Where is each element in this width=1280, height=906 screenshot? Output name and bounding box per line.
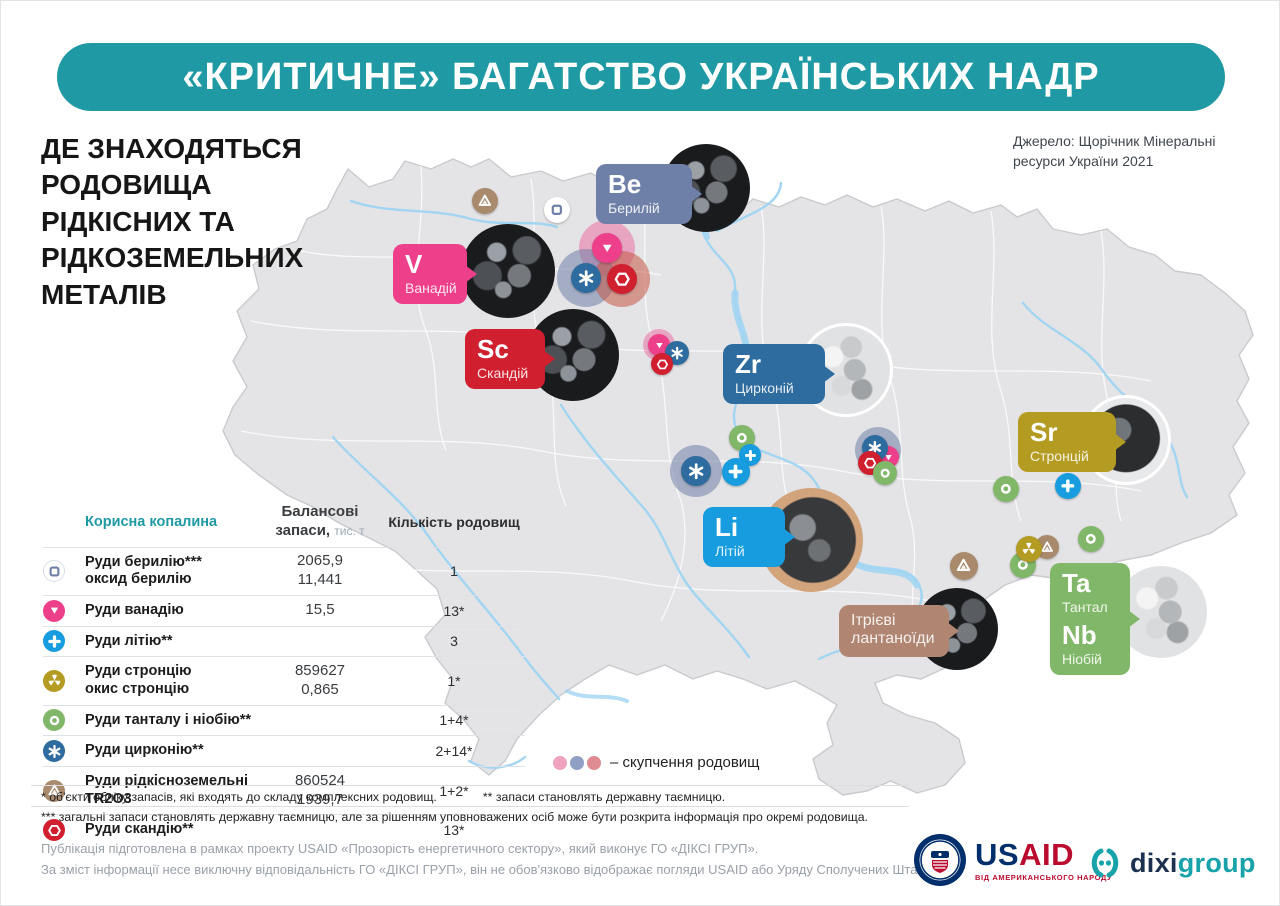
mineral-badge-be: Be Берилій [596, 164, 692, 225]
mineral-badge-lanthanoids: Ітрієві лантаноїди [839, 605, 949, 657]
element-symbol: Ta [1062, 568, 1091, 598]
tantalum-niobium-marker [993, 476, 1019, 502]
mineral-badge-zr: Zr Цирконій [723, 344, 825, 405]
scandium-marker-icon [43, 819, 65, 842]
rare-earth-marker [950, 552, 978, 580]
element-symbol: Zr [735, 349, 761, 379]
vanadium-marker [592, 233, 622, 263]
element-symbol: V [405, 249, 423, 279]
zirconium-marker [571, 263, 601, 293]
tantalum-niobium-marker [873, 461, 897, 485]
tantalum-niobium-marker-icon [43, 709, 65, 732]
mineral-badge-v: V Ванадій [393, 244, 467, 305]
strontium-marker-icon [43, 669, 65, 692]
table-row-vanadium: Руди ванадію 15,5 13* [43, 594, 525, 626]
rare-earth-marker [472, 188, 498, 214]
footnote-2: ** запаси становлять державну таємницю. [482, 790, 726, 804]
page-title: «КРИТИЧНЕ» БАГАТСТВО УКРАЇНСЬКИХ НАДР [182, 55, 1100, 98]
mineral-photo-tantalum-niobium [1112, 563, 1210, 661]
strontium-marker [1016, 536, 1042, 562]
cluster-dot-pink [553, 755, 567, 770]
element-name: Тантал [1062, 599, 1108, 615]
element-name: Ніобій [1062, 651, 1102, 668]
col-header-deposits: Кількість родовищ [388, 513, 520, 530]
element-symbol: Sr [1030, 417, 1058, 447]
subtitle: ДЕ ЗНАХОДЯТЬСЯ РОДОВИЩА РІДКІСНИХ ТА РІД… [41, 133, 304, 310]
element-symbol: Sc [477, 334, 509, 364]
title-banner: «КРИТИЧНЕ» БАГАТСТВО УКРАЇНСЬКИХ НАДР [57, 43, 1225, 111]
dixigroup-icon [1091, 848, 1119, 878]
table-row-zirconium: Руди цирконію** 2+14* [43, 735, 525, 766]
element-name: Скандій [477, 365, 529, 381]
credits-line-1: Публікація підготовлена в рамках проекту… [41, 841, 759, 856]
danube-river [467, 755, 527, 769]
zirconium-marker [665, 341, 689, 365]
usaid-seal-icon [914, 834, 966, 886]
mineral-badge-sr: Sr Стронцій [1018, 412, 1116, 473]
footnote-3: *** загальні запаси становлять державну … [41, 810, 868, 824]
beryllium-marker [544, 197, 570, 223]
element-name: Ітрієві лантаноїди [851, 612, 935, 648]
element-name: Літій [715, 543, 745, 559]
zirconium-marker [681, 456, 711, 486]
col-header-reserves: Балансові запаси, тис. т [275, 503, 365, 539]
element-symbol: Be [608, 169, 642, 199]
element-symbol: Li [715, 512, 739, 542]
usaid-wordmark: USAID ВІД АМЕРИКАНСЬКОГО НАРОДУ [975, 836, 1113, 882]
scandium-marker [651, 353, 673, 375]
table-row-lithium: Руди літію** 3 [43, 625, 525, 657]
buh-river [559, 403, 751, 659]
usaid-tagline: ВІД АМЕРИКАНСЬКОГО НАРОДУ [975, 872, 1113, 882]
element-name: Ванадій [405, 280, 457, 296]
prypiat-river [349, 199, 559, 229]
element-name: Стронцій [1030, 448, 1089, 464]
element-name: Цирконій [735, 380, 794, 396]
table-header-row: Корисна копалина Балансові запаси, тис. … [43, 503, 525, 547]
mineral-badge-li: Li Літій [703, 507, 785, 568]
credits: Публікація підготовлена в рамках проекту… [41, 839, 937, 881]
scandium-marker [607, 264, 637, 294]
element-symbol: Nb [1062, 620, 1097, 651]
mineral-badge-ta-nb: Ta Тантал Nb Ніобій [1050, 563, 1130, 676]
footnote-1: * об'єкти обліку запасів, які входять до… [41, 790, 437, 804]
dixigroup-logo: dixigroup [1087, 845, 1256, 881]
cluster-dot-slate [570, 755, 584, 770]
tantalum-niobium-marker [1078, 526, 1104, 552]
divider [31, 785, 909, 786]
lithium-marker [1055, 473, 1081, 499]
beryllium-marker-icon [43, 560, 65, 583]
mineral-badge-sc: Sc Скандій [465, 329, 545, 390]
footnotes-row-1: * об'єкти обліку запасів, які входять до… [41, 790, 725, 804]
cluster-dot-red [587, 755, 601, 770]
minerals-table: Корисна копалина Балансові запаси, тис. … [43, 503, 525, 845]
table-row-tantalum-niobium: Руди танталу і ніобію** 1+4* [43, 704, 525, 736]
cluster-legend-label: – скупчення родовищ [610, 754, 760, 771]
credits-line-2: За зміст інформації несе виключну відпов… [41, 861, 937, 877]
table-row-beryllium: Руди берилію*** оксид берилію 2065,9 11,44… [43, 546, 525, 595]
source-note: Джерело: Щорічник Мінеральні ресурси Укр… [1013, 133, 1216, 170]
table-row-scandium: Руди скандію** 13* [43, 814, 525, 845]
lithium-marker-icon [43, 630, 65, 653]
lithium-marker [722, 458, 750, 486]
table-row-strontium: Руди стронцію окис стронцію 859627 0,865 1… [43, 656, 525, 704]
dnister-river [331, 435, 561, 701]
vanadium-marker-icon [43, 599, 65, 622]
divider [31, 806, 909, 807]
col-header-mineral: Корисна копалина [85, 513, 218, 530]
cluster-legend: – скупчення родовищ [553, 754, 760, 771]
vanadium-marker [648, 334, 670, 356]
zirconium-marker-icon [43, 740, 65, 763]
usaid-logo: USAID ВІД АМЕРИКАНСЬКОГО НАРОДУ [913, 833, 1112, 887]
element-name: Берилій [608, 200, 660, 216]
